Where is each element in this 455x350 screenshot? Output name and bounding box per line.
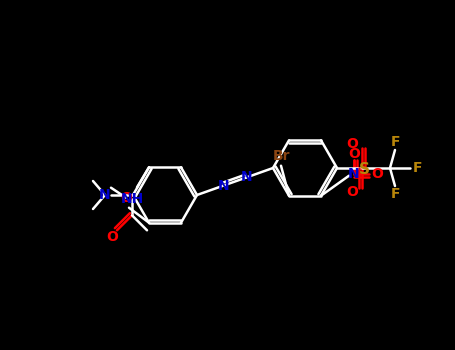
- Text: F: F: [390, 187, 400, 201]
- Text: N: N: [241, 170, 252, 184]
- Text: S: S: [359, 162, 369, 177]
- Text: O: O: [371, 167, 383, 181]
- Text: Br: Br: [272, 149, 290, 163]
- Text: O: O: [120, 191, 132, 205]
- Text: F: F: [390, 135, 400, 149]
- Text: O: O: [348, 147, 360, 161]
- Text: N: N: [218, 178, 229, 192]
- Text: N: N: [99, 188, 111, 202]
- Text: O: O: [346, 185, 358, 199]
- Text: NH: NH: [121, 192, 144, 206]
- Text: O: O: [106, 230, 118, 244]
- Text: F: F: [413, 161, 423, 175]
- Text: O: O: [346, 137, 358, 151]
- Text: N: N: [348, 167, 360, 181]
